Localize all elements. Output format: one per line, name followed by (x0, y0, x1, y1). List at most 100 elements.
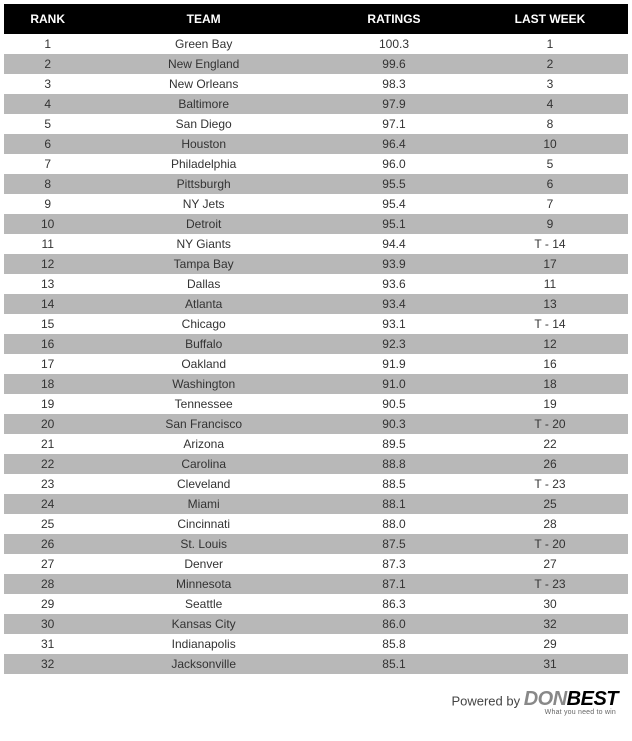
cell-team: New England (91, 54, 316, 74)
cell-rank: 22 (4, 454, 91, 474)
cell-ratings: 87.3 (316, 554, 472, 574)
cell-rank: 32 (4, 654, 91, 674)
cell-team: Carolina (91, 454, 316, 474)
cell-team: San Francisco (91, 414, 316, 434)
table-row: 20San Francisco90.3T - 20 (4, 414, 628, 434)
cell-team: St. Louis (91, 534, 316, 554)
table-row: 8Pittsburgh95.56 (4, 174, 628, 194)
rankings-table: RANK TEAM RATINGS LAST WEEK 1Green Bay10… (4, 4, 628, 674)
cell-ratings: 96.0 (316, 154, 472, 174)
cell-ratings: 87.1 (316, 574, 472, 594)
cell-rank: 6 (4, 134, 91, 154)
cell-rank: 4 (4, 94, 91, 114)
cell-lastweek: 7 (472, 194, 628, 214)
cell-lastweek: T - 14 (472, 314, 628, 334)
cell-rank: 19 (4, 394, 91, 414)
cell-ratings: 100.3 (316, 34, 472, 54)
table-row: 30Kansas City86.032 (4, 614, 628, 634)
cell-ratings: 90.5 (316, 394, 472, 414)
table-row: 2New England99.62 (4, 54, 628, 74)
cell-lastweek: 22 (472, 434, 628, 454)
cell-lastweek: T - 20 (472, 534, 628, 554)
table-row: 6Houston96.410 (4, 134, 628, 154)
cell-team: Jacksonville (91, 654, 316, 674)
cell-rank: 9 (4, 194, 91, 214)
powered-by-text: Powered by (451, 693, 523, 708)
cell-team: Seattle (91, 594, 316, 614)
cell-lastweek: T - 23 (472, 574, 628, 594)
cell-lastweek: 10 (472, 134, 628, 154)
col-header-lastweek: LAST WEEK (472, 4, 628, 34)
table-row: 11NY Giants94.4T - 14 (4, 234, 628, 254)
cell-team: Baltimore (91, 94, 316, 114)
cell-rank: 5 (4, 114, 91, 134)
cell-ratings: 89.5 (316, 434, 472, 454)
cell-lastweek: 31 (472, 654, 628, 674)
cell-team: Detroit (91, 214, 316, 234)
col-header-team: TEAM (91, 4, 316, 34)
cell-ratings: 95.4 (316, 194, 472, 214)
cell-ratings: 85.1 (316, 654, 472, 674)
cell-rank: 12 (4, 254, 91, 274)
cell-rank: 21 (4, 434, 91, 454)
cell-ratings: 88.0 (316, 514, 472, 534)
cell-rank: 3 (4, 74, 91, 94)
cell-lastweek: 4 (472, 94, 628, 114)
cell-ratings: 93.4 (316, 294, 472, 314)
rankings-table-container: RANK TEAM RATINGS LAST WEEK 1Green Bay10… (4, 4, 628, 674)
cell-team: NY Giants (91, 234, 316, 254)
cell-rank: 11 (4, 234, 91, 254)
table-row: 15Chicago93.1T - 14 (4, 314, 628, 334)
cell-rank: 16 (4, 334, 91, 354)
cell-rank: 25 (4, 514, 91, 534)
cell-team: NY Jets (91, 194, 316, 214)
col-header-rank: RANK (4, 4, 91, 34)
cell-ratings: 91.0 (316, 374, 472, 394)
table-row: 9NY Jets95.47 (4, 194, 628, 214)
cell-rank: 20 (4, 414, 91, 434)
cell-ratings: 96.4 (316, 134, 472, 154)
cell-team: Philadelphia (91, 154, 316, 174)
table-row: 25Cincinnati88.028 (4, 514, 628, 534)
footer: Powered by DONBEST What you need to win (4, 674, 628, 722)
table-row: 12Tampa Bay93.917 (4, 254, 628, 274)
cell-rank: 23 (4, 474, 91, 494)
cell-lastweek: 27 (472, 554, 628, 574)
cell-team: Kansas City (91, 614, 316, 634)
cell-lastweek: 8 (472, 114, 628, 134)
cell-lastweek: 25 (472, 494, 628, 514)
cell-ratings: 95.1 (316, 214, 472, 234)
cell-rank: 27 (4, 554, 91, 574)
cell-lastweek: T - 20 (472, 414, 628, 434)
table-row: 23Cleveland88.5T - 23 (4, 474, 628, 494)
cell-lastweek: T - 23 (472, 474, 628, 494)
cell-ratings: 94.4 (316, 234, 472, 254)
table-row: 32Jacksonville85.131 (4, 654, 628, 674)
cell-ratings: 93.6 (316, 274, 472, 294)
cell-ratings: 91.9 (316, 354, 472, 374)
cell-ratings: 90.3 (316, 414, 472, 434)
cell-rank: 18 (4, 374, 91, 394)
cell-lastweek: 1 (472, 34, 628, 54)
cell-team: Buffalo (91, 334, 316, 354)
cell-team: Cleveland (91, 474, 316, 494)
cell-team: Tampa Bay (91, 254, 316, 274)
table-row: 3New Orleans98.33 (4, 74, 628, 94)
cell-ratings: 97.1 (316, 114, 472, 134)
cell-rank: 17 (4, 354, 91, 374)
cell-rank: 29 (4, 594, 91, 614)
cell-team: Atlanta (91, 294, 316, 314)
cell-ratings: 87.5 (316, 534, 472, 554)
table-row: 26St. Louis87.5T - 20 (4, 534, 628, 554)
cell-ratings: 88.5 (316, 474, 472, 494)
cell-rank: 26 (4, 534, 91, 554)
table-header-row: RANK TEAM RATINGS LAST WEEK (4, 4, 628, 34)
cell-lastweek: 32 (472, 614, 628, 634)
cell-team: Dallas (91, 274, 316, 294)
cell-ratings: 92.3 (316, 334, 472, 354)
cell-team: San Diego (91, 114, 316, 134)
table-row: 27Denver87.327 (4, 554, 628, 574)
cell-ratings: 95.5 (316, 174, 472, 194)
table-row: 16Buffalo92.312 (4, 334, 628, 354)
cell-ratings: 99.6 (316, 54, 472, 74)
